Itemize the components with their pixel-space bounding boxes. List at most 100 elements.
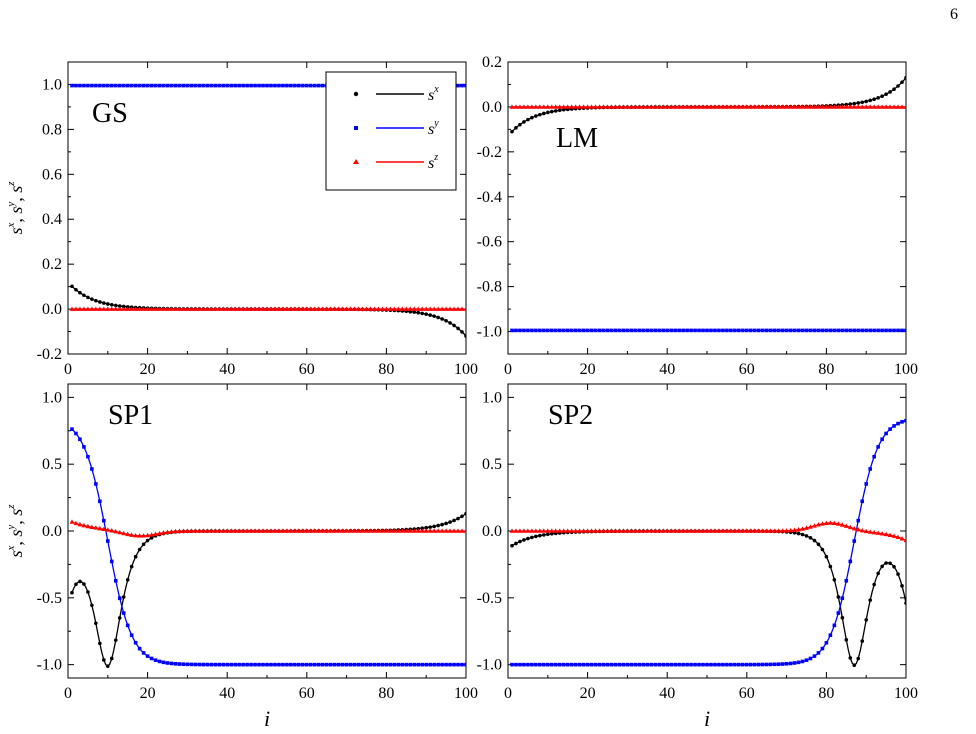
point-sy xyxy=(121,83,126,88)
point-sy xyxy=(852,539,857,543)
point-sy xyxy=(173,661,178,666)
point-sy xyxy=(249,662,253,667)
point-sx xyxy=(121,595,126,599)
point-sz xyxy=(903,537,906,543)
point-sy xyxy=(649,662,654,667)
point-sy xyxy=(320,83,325,88)
point-sy xyxy=(420,662,425,667)
point-sz xyxy=(463,528,466,533)
point-sz xyxy=(276,528,282,533)
point-sz xyxy=(605,104,610,109)
point-sz xyxy=(509,104,515,109)
point-sx xyxy=(129,564,134,569)
point-sz xyxy=(129,306,135,311)
point-sz xyxy=(463,306,466,311)
point-sx xyxy=(848,656,853,660)
point-sy xyxy=(717,328,721,333)
point-sy xyxy=(269,83,273,88)
point-sz xyxy=(521,528,527,533)
point-sy xyxy=(201,83,206,88)
point-sz xyxy=(700,528,706,533)
point-sx xyxy=(440,522,444,527)
point-sy xyxy=(553,662,558,667)
point-sz xyxy=(621,104,626,109)
point-sy xyxy=(776,328,781,333)
point-sz xyxy=(636,528,642,533)
point-sz xyxy=(827,104,833,109)
point-sz xyxy=(513,104,519,109)
point-sz xyxy=(692,528,698,533)
point-sz xyxy=(320,306,326,311)
point-sx xyxy=(856,101,861,105)
point-sz xyxy=(883,531,889,537)
point-sz xyxy=(855,104,861,109)
point-sy xyxy=(768,328,773,333)
point-sy xyxy=(784,661,789,666)
point-sy xyxy=(693,662,697,667)
point-sy xyxy=(725,328,729,333)
point-sy xyxy=(685,328,689,333)
point-sz xyxy=(443,528,449,533)
legend-marker xyxy=(353,91,359,97)
point-sz xyxy=(625,104,630,109)
point-sy xyxy=(436,662,440,667)
point-sz xyxy=(384,528,389,533)
point-sy xyxy=(149,656,154,661)
point-sy xyxy=(344,662,349,667)
point-sy xyxy=(840,596,845,600)
point-sz xyxy=(372,306,377,311)
panel-label: GS xyxy=(92,98,128,129)
point-sz xyxy=(656,528,662,533)
point-sx xyxy=(542,533,546,537)
point-sx xyxy=(900,80,904,85)
point-sz xyxy=(835,104,841,109)
point-sy xyxy=(669,328,673,333)
point-sy xyxy=(356,662,361,667)
point-sz xyxy=(808,524,813,529)
point-sx xyxy=(800,532,805,537)
point-sz xyxy=(680,104,686,109)
point-sx xyxy=(824,554,829,559)
point-sz xyxy=(744,104,750,109)
point-sz xyxy=(788,104,793,109)
point-sy xyxy=(518,328,522,333)
point-sy xyxy=(376,662,381,667)
point-sz xyxy=(125,306,131,311)
point-sz xyxy=(292,528,298,533)
point-sz xyxy=(169,529,174,534)
point-sz xyxy=(672,104,678,109)
point-sz xyxy=(141,306,147,311)
point-sz xyxy=(569,528,575,533)
point-sz xyxy=(632,528,638,533)
point-sz xyxy=(843,104,849,109)
point-sz xyxy=(85,523,91,529)
point-sz xyxy=(415,306,421,311)
point-sz xyxy=(565,104,571,109)
point-sy xyxy=(848,559,853,564)
point-sy xyxy=(709,328,713,333)
point-sz xyxy=(589,528,594,533)
point-sy xyxy=(617,662,622,667)
point-sz xyxy=(831,104,837,109)
point-sx xyxy=(428,313,432,317)
y-tick-label: -1.0 xyxy=(477,657,502,674)
point-sy xyxy=(316,83,321,88)
point-sy xyxy=(301,662,305,667)
point-sz xyxy=(640,528,646,533)
point-sz xyxy=(772,104,778,109)
point-sz xyxy=(384,306,389,311)
point-sx xyxy=(510,543,514,548)
y-tick-label: 0.0 xyxy=(42,523,62,540)
point-sy xyxy=(717,662,721,667)
point-sy xyxy=(273,83,277,88)
series-line-sz xyxy=(71,521,466,537)
point-sy xyxy=(748,662,753,667)
point-sx xyxy=(546,532,550,537)
point-sx xyxy=(538,112,542,117)
point-sz xyxy=(792,104,797,109)
point-sx xyxy=(542,111,546,116)
point-sz xyxy=(101,526,107,531)
point-sz xyxy=(137,306,143,311)
point-sz xyxy=(724,528,730,533)
